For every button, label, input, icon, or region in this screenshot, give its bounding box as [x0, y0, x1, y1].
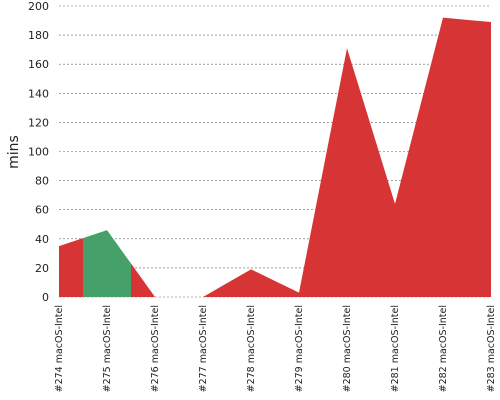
y-tick-label: 200	[28, 0, 49, 13]
area-segment	[371, 110, 419, 297]
y-tick-label: 100	[28, 146, 49, 159]
x-tick-label: #282 macOS-Intel	[438, 305, 449, 392]
x-tick-label: #281 macOS-Intel	[390, 305, 401, 392]
x-tick-label: #276 macOS-Intel	[150, 305, 161, 392]
area-segment	[467, 19, 491, 297]
y-axis-label: mins	[6, 135, 22, 169]
y-tick-label: 140	[28, 87, 49, 100]
area-segment	[275, 170, 323, 297]
y-tick-label: 160	[28, 58, 49, 71]
area-segment	[179, 283, 227, 297]
y-tick-label: 0	[42, 291, 49, 304]
area-segment	[131, 263, 179, 297]
area-segment	[323, 48, 371, 297]
y-tick-label: 80	[35, 175, 49, 188]
area-segment	[419, 17, 467, 297]
y-tick-label: 20	[35, 262, 49, 275]
x-tick-label: #277 macOS-Intel	[198, 305, 209, 392]
y-tick-label: 40	[35, 233, 49, 246]
y-tick-label: 180	[28, 29, 49, 42]
x-tick-label: #280 macOS-Intel	[342, 305, 353, 392]
area-segment	[227, 269, 275, 297]
x-tick-label: #279 macOS-Intel	[294, 305, 305, 392]
y-tick-label: 60	[35, 204, 49, 217]
area-segment	[59, 238, 83, 297]
y-tick-label: 120	[28, 116, 49, 129]
x-tick-label: #274 macOS-Intel	[54, 305, 65, 392]
x-tick-label: #278 macOS-Intel	[246, 305, 257, 392]
x-tick-label: #283 macOS-Intel	[486, 305, 497, 392]
area-segment	[83, 230, 131, 297]
x-tick-label: #275 macOS-Intel	[102, 305, 113, 392]
